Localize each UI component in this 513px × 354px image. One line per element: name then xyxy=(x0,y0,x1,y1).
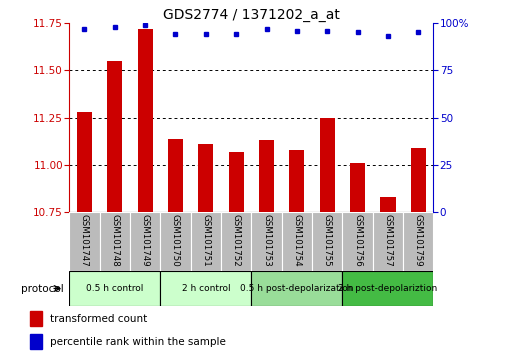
Bar xyxy=(221,212,251,271)
Text: GSM101754: GSM101754 xyxy=(292,214,302,267)
Bar xyxy=(191,212,221,271)
Title: GDS2774 / 1371202_a_at: GDS2774 / 1371202_a_at xyxy=(163,8,340,22)
Text: protocol: protocol xyxy=(22,284,64,293)
Bar xyxy=(259,141,274,212)
Text: GSM101749: GSM101749 xyxy=(141,214,150,267)
Bar xyxy=(107,61,123,212)
Bar xyxy=(289,150,305,212)
Text: 0.5 h post-depolarization: 0.5 h post-depolarization xyxy=(240,284,353,293)
Text: percentile rank within the sample: percentile rank within the sample xyxy=(50,337,226,347)
Text: GSM101755: GSM101755 xyxy=(323,214,332,267)
Bar xyxy=(77,112,92,212)
Bar xyxy=(251,212,282,271)
Text: 0.5 h control: 0.5 h control xyxy=(86,284,144,293)
Text: GSM101756: GSM101756 xyxy=(353,214,362,267)
Text: GSM101750: GSM101750 xyxy=(171,214,180,267)
Bar xyxy=(343,271,433,306)
Bar xyxy=(251,271,343,306)
Bar xyxy=(312,212,343,271)
Bar xyxy=(320,118,335,212)
Bar xyxy=(69,212,100,271)
Bar xyxy=(100,212,130,271)
Bar xyxy=(69,271,160,306)
Bar xyxy=(137,29,153,212)
Bar xyxy=(160,212,191,271)
Bar xyxy=(373,212,403,271)
Text: GSM101747: GSM101747 xyxy=(80,214,89,267)
Bar xyxy=(229,152,244,212)
Bar xyxy=(160,271,251,306)
Bar xyxy=(198,144,213,212)
Text: GSM101753: GSM101753 xyxy=(262,214,271,267)
Text: GSM101748: GSM101748 xyxy=(110,214,120,267)
Text: 2 h post-depolariztion: 2 h post-depolariztion xyxy=(339,284,438,293)
Bar xyxy=(30,334,42,349)
Bar xyxy=(403,212,433,271)
Text: GSM101757: GSM101757 xyxy=(383,214,392,267)
Text: GSM101751: GSM101751 xyxy=(201,214,210,267)
Bar xyxy=(343,212,373,271)
Text: GSM101752: GSM101752 xyxy=(232,214,241,267)
Text: transformed count: transformed count xyxy=(50,314,147,324)
Text: GSM101759: GSM101759 xyxy=(414,214,423,267)
Text: 2 h control: 2 h control xyxy=(182,284,230,293)
Bar xyxy=(282,212,312,271)
Bar xyxy=(380,197,396,212)
Bar xyxy=(130,212,160,271)
Bar xyxy=(411,148,426,212)
Bar xyxy=(350,163,365,212)
Bar xyxy=(168,138,183,212)
Bar xyxy=(30,311,42,326)
